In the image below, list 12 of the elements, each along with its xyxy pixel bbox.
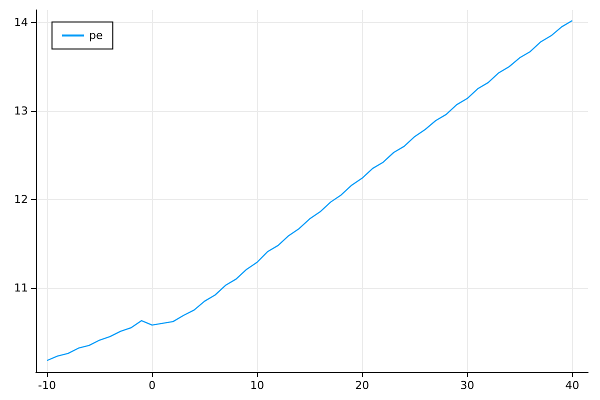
y-tick-label: 12 [14,192,28,206]
x-tick-label: 0 [148,379,156,392]
y-tick-label: 14 [14,16,28,29]
x-tick-label: 40 [565,379,580,392]
legend-label: pe [89,29,103,42]
x-tick-label: -10 [38,379,56,392]
x-tick-label: 20 [355,379,370,392]
x-tick-label: 10 [250,379,264,392]
y-tick-label: 13 [14,104,28,118]
x-tick-label: 30 [460,379,474,392]
y-tick-label: 11 [14,281,28,294]
line-series [46,20,573,362]
